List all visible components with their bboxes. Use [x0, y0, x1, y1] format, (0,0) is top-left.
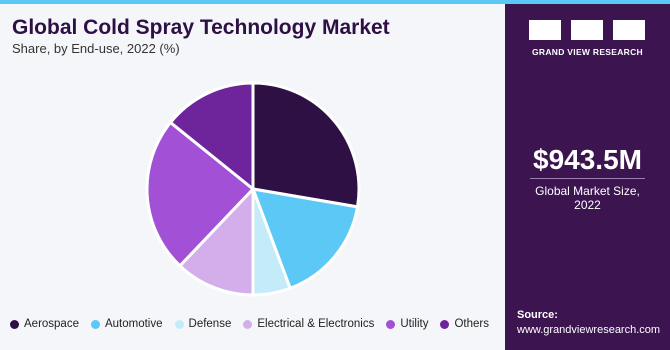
chart-subtitle: Share, by End-use, 2022 (%) — [12, 41, 180, 56]
logo-block — [613, 20, 645, 40]
source-url: www.grandviewresearch.com — [517, 324, 661, 336]
source-label: Source: — [517, 309, 558, 321]
legend-swatch — [440, 319, 450, 329]
market-size: $943.5M — [533, 144, 642, 175]
legend-item: Defense — [174, 318, 232, 330]
legend-label: Defense — [188, 318, 232, 330]
legend-swatch — [174, 319, 184, 329]
legend-item: Automotive — [90, 318, 163, 330]
pie-slice — [177, 185, 255, 297]
legend-swatch — [90, 319, 100, 329]
chart-title: Global Cold Spray Technology Market — [12, 16, 390, 39]
logo-block — [571, 20, 603, 40]
logo — [529, 20, 645, 40]
top-bar — [0, 0, 670, 4]
legend-label: Utility — [400, 318, 429, 330]
legend-label: Automotive — [104, 318, 163, 330]
market-size-label: Global Market Size, 2022 — [535, 184, 640, 212]
legend: Aerospace Automotive Defense Electrical & E… — [10, 318, 489, 330]
pie-slice — [250, 187, 360, 291]
pie-slice — [145, 120, 256, 268]
pie-slice — [168, 81, 255, 193]
legend-label: Electrical & Electronics — [257, 318, 375, 330]
legend-swatch — [10, 319, 19, 329]
legend-item: Electrical & Electronics — [243, 318, 374, 330]
legend-swatch — [243, 319, 253, 329]
legend-label: Aerospace — [24, 318, 79, 330]
legend-item: Others — [440, 318, 489, 330]
brand: GRAND VIEW RESEARCH — [531, 47, 643, 57]
legend-item: Aerospace — [10, 318, 79, 330]
logo-block — [529, 20, 561, 40]
legend-swatch — [386, 319, 396, 329]
legend-label: Others — [454, 318, 489, 330]
side-panel: GRAND VIEW RESEARCH $943.5M Global Marke… — [505, 4, 670, 350]
legend-item: Utility — [386, 318, 428, 330]
pie-slice — [251, 81, 361, 209]
divider — [530, 178, 645, 179]
chart — [145, 81, 361, 297]
